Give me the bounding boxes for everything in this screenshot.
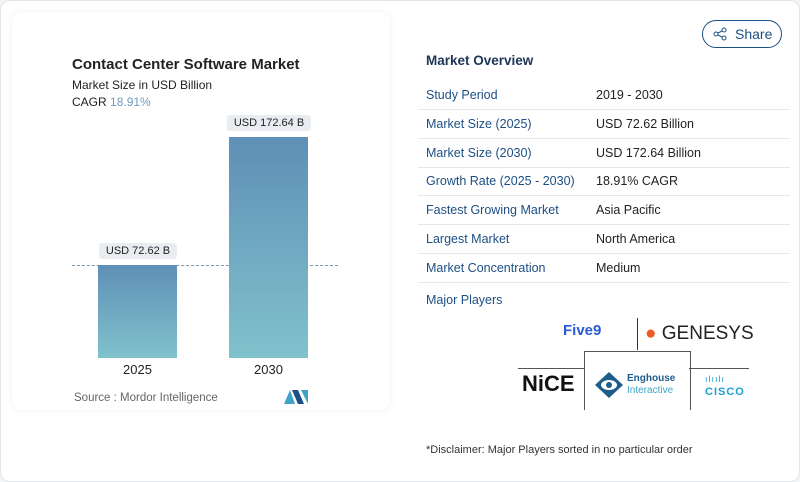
overview-value: North America bbox=[596, 232, 676, 246]
chart-title: Contact Center Software Market bbox=[72, 56, 300, 73]
overview-value: 18.91% CAGR bbox=[596, 174, 678, 189]
x-tick-2025: 2025 bbox=[123, 362, 152, 377]
source: Source : Mordor Intelligence bbox=[74, 392, 218, 404]
enghouse-logo: Enghouse bbox=[627, 373, 676, 384]
overview-row: Largest Market North America bbox=[418, 225, 790, 254]
data-label-2025: USD 72.62 B bbox=[98, 243, 178, 260]
overview-value: USD 72.62 Billion bbox=[596, 116, 694, 131]
major-players-title: Major Players bbox=[426, 293, 503, 307]
overview-value: USD 172.64 Billion bbox=[596, 145, 701, 160]
genesys-logo: ● GENESYS bbox=[645, 323, 754, 344]
overview-key: Market Concentration bbox=[426, 260, 546, 275]
cagr: CAGR 18.91% bbox=[72, 95, 151, 109]
overview-row: Market Concentration Medium bbox=[418, 254, 790, 283]
bar-2030 bbox=[229, 137, 308, 358]
reference-line bbox=[72, 265, 338, 266]
overview-key: Largest Market bbox=[426, 232, 510, 246]
share-icon bbox=[713, 27, 727, 41]
nice-logo: NiCE bbox=[522, 371, 575, 396]
share-button[interactable]: Share bbox=[702, 20, 782, 48]
overview-title: Market Overview bbox=[426, 53, 534, 68]
overview-row: Fastest Growing Market Asia Pacific bbox=[418, 196, 790, 226]
five9-logo: Five9 bbox=[563, 322, 602, 339]
data-label-2030: USD 172.64 B bbox=[226, 115, 312, 131]
cagr-label: CAGR bbox=[72, 95, 107, 109]
overview-value: 2019 - 2030 bbox=[596, 88, 663, 102]
cisco-logo: cisco bbox=[705, 386, 745, 398]
bar-2025 bbox=[98, 265, 177, 358]
disclaimer: *Disclaimer: Major Players sorted in no … bbox=[426, 444, 693, 456]
overview-row: Growth Rate (2025 - 2030) 18.91% CAGR bbox=[418, 167, 790, 197]
overview-value: Medium bbox=[596, 260, 641, 275]
x-tick-2030: 2030 bbox=[254, 362, 283, 377]
chart-panel bbox=[12, 12, 390, 410]
share-label: Share bbox=[735, 26, 773, 42]
overview-key: Study Period bbox=[426, 88, 498, 102]
enghouse-interactive-logo: Interactive bbox=[627, 385, 674, 396]
overview-value: Asia Pacific bbox=[596, 203, 661, 218]
overview-row: Study Period 2019 - 2030 bbox=[418, 81, 790, 110]
overview-key: Market Size (2025) bbox=[426, 116, 532, 131]
overview-key: Market Size (2030) bbox=[426, 145, 532, 160]
mordor-logo-icon bbox=[284, 390, 308, 404]
enghouse-eye-icon bbox=[595, 372, 623, 398]
overview-row: Market Size (2025) USD 72.62 Billion bbox=[418, 110, 790, 139]
chart-subtitle: Market Size in USD Billion bbox=[72, 78, 213, 92]
cisco-bars-icon: ılıılı bbox=[705, 374, 726, 384]
overview-key: Fastest Growing Market bbox=[426, 203, 559, 218]
overview-row: Market Size (2030) USD 172.64 Billion bbox=[418, 139, 790, 168]
cagr-value: 18.91% bbox=[110, 95, 151, 109]
overview-key: Growth Rate (2025 - 2030) bbox=[426, 174, 575, 189]
